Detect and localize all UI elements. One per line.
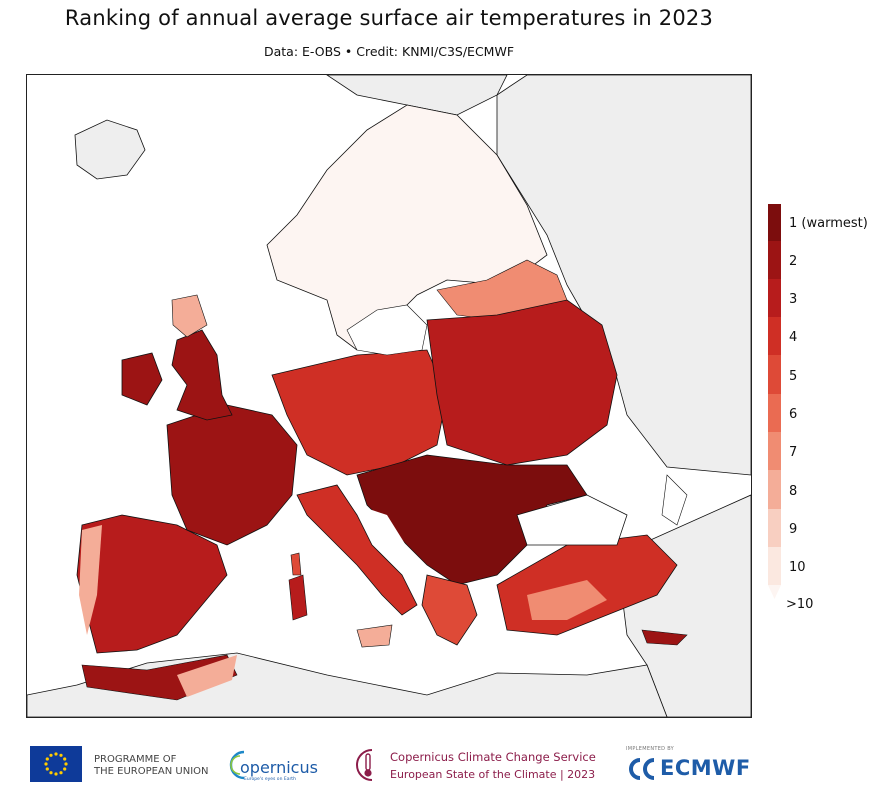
ecmwf-logo: IMPLEMENTED BY ECMWF [620, 744, 770, 786]
region-nw-africa-light [177, 655, 237, 697]
sea-caspian [661, 474, 688, 526]
legend-swatch-rank-2 [768, 241, 781, 279]
ecmwf-wordmark: ECMWF [660, 756, 751, 780]
land-no-data-iceland [74, 119, 146, 180]
sea-black-sea [516, 494, 628, 546]
legend-swatch-rank-6 [768, 394, 781, 432]
region-iberia-coast [79, 525, 102, 635]
sea-adriatic [357, 505, 412, 555]
region-italy [296, 484, 418, 616]
legend-swatch-rank-4 [768, 317, 781, 355]
legend-swatch-rank-1 [768, 204, 781, 241]
c3s-subtitle: European State of the Climate | 2023 [390, 768, 596, 781]
region-sicily [356, 624, 393, 648]
region-corsica [290, 552, 302, 576]
region-sardinia [288, 574, 308, 621]
legend-label-rank-1: 1 (warmest) [789, 216, 868, 231]
copernicus-tagline: Europe's eyes on Earth [244, 777, 296, 782]
sea-baltic [346, 304, 428, 356]
copernicus-logo: opernicus Europe's eyes on Earth [222, 744, 322, 786]
c3s-title: Copernicus Climate Change Service [390, 750, 596, 764]
legend-swatch-rank-7 [768, 432, 781, 470]
legend-label-rank-8: 8 [789, 484, 798, 499]
eu-flag-logo [30, 746, 82, 782]
map-title: Ranking of annual average surface air te… [64, 6, 714, 30]
ecmwf-symbol-icon [629, 758, 655, 780]
eu-text-line1: PROGRAMME OF [94, 754, 177, 765]
legend-swatch-gt10 [768, 585, 781, 599]
region-cyprus [641, 629, 688, 646]
c3s-thermometer-icon [356, 749, 373, 781]
region-scotland-north [171, 294, 208, 338]
eu-programme-text: PROGRAMME OF THE EUROPEAN UNION [94, 754, 209, 778]
legend-swatch-rank-8 [768, 470, 781, 509]
legend-label-gt10: >10 [786, 597, 814, 612]
europe-temperature-ranking-map [26, 74, 752, 718]
legend-swatch-rank-5 [768, 355, 781, 394]
region-central-europe [271, 349, 448, 476]
legend-label-rank-6: 6 [789, 407, 798, 422]
colorbar-legend: 1 (warmest) 2 3 4 5 6 7 8 9 10 >10 [768, 204, 886, 614]
legend-swatch-rank-9 [768, 509, 781, 547]
eu-text-line2: THE EUROPEAN UNION [94, 766, 209, 777]
region-france [166, 404, 298, 546]
ecmwf-implemented-by: IMPLEMENTED BY [626, 746, 675, 752]
legend-swatch-rank-3 [768, 279, 781, 317]
legend-label-rank-4: 4 [789, 330, 798, 345]
legend-swatch-rank-10 [768, 547, 781, 585]
legend-label-rank-5: 5 [789, 369, 798, 384]
legend-label-rank-10: 10 [789, 560, 806, 575]
footer-logos: PROGRAMME OF THE EUROPEAN UNION opernicu… [0, 736, 886, 806]
region-ireland [121, 352, 163, 406]
legend-label-rank-7: 7 [789, 445, 798, 460]
region-greece [421, 574, 478, 646]
map-subtitle: Data: E-OBS • Credit: KNMI/C3S/ECMWF [263, 44, 515, 59]
legend-label-rank-9: 9 [789, 522, 798, 537]
legend-label-rank-2: 2 [789, 254, 798, 269]
legend-label-rank-3: 3 [789, 292, 798, 307]
region-turkey-interior [527, 580, 607, 620]
copernicus-wordmark: opernicus [240, 758, 318, 777]
region-great-britain [171, 329, 233, 421]
c3s-logo: Copernicus Climate Change Service Europe… [350, 744, 610, 786]
region-eastern-europe [426, 299, 618, 466]
